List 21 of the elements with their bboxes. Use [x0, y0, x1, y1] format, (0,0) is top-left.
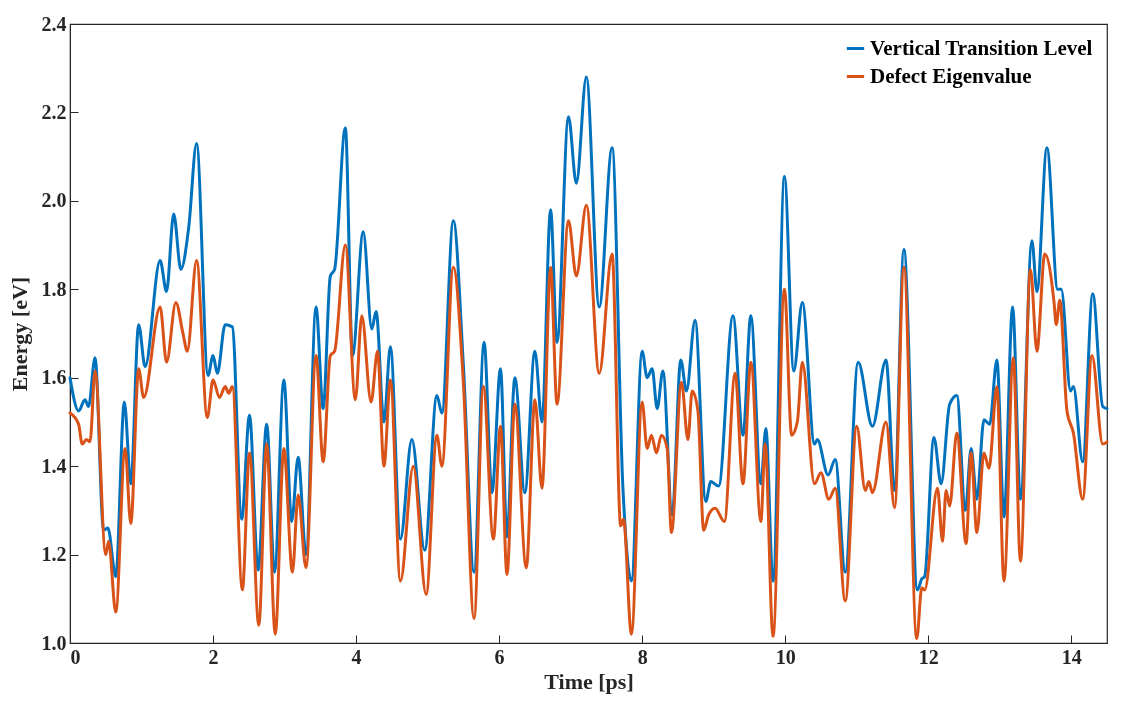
y-tick-label: 2.2: [41, 100, 67, 123]
line-series: [68, 203, 1109, 641]
x-tick-label: 0: [70, 645, 81, 668]
legend-label: Vertical Transition Level: [870, 35, 1093, 60]
x-tick-label: 4: [351, 645, 362, 668]
x-tick-label: 6: [494, 645, 505, 668]
y-tick-label: 2.4: [41, 12, 67, 35]
y-axis-title: Energy [eV]: [6, 276, 32, 392]
x-tick-label: 2: [208, 645, 219, 668]
y-tick-label: 1.4: [41, 454, 67, 477]
x-axis-title: Time [ps]: [544, 668, 634, 694]
x-tick-label: 14: [1061, 645, 1082, 668]
y-tick-label: 1.6: [41, 366, 67, 389]
y-tick-label: 1.0: [41, 631, 67, 654]
x-tick-label: 12: [918, 645, 939, 668]
y-tick-label: 1.2: [41, 543, 67, 566]
y-tick-label: 1.8: [41, 277, 67, 300]
x-tick-label: 10: [775, 645, 796, 668]
x-tick-label: 8: [637, 645, 648, 668]
legend-label: Defect Eigenvalue: [870, 63, 1032, 88]
y-tick-label: 2.0: [41, 189, 67, 212]
